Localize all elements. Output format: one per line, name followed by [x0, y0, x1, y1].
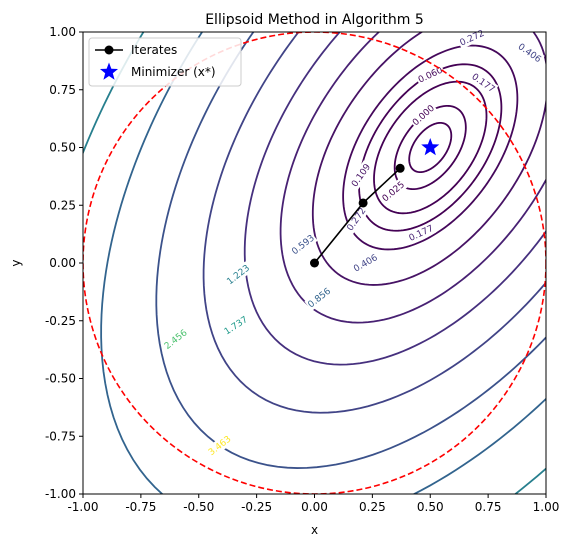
- legend-box: [88, 37, 242, 87]
- minimizer-star: [421, 138, 440, 156]
- contour-label-bg-12: [223, 261, 253, 288]
- contour-label-bg-9: [350, 250, 381, 276]
- y-tick-label-4: 0.00: [49, 256, 76, 270]
- contour-label-bg-2: [415, 63, 446, 87]
- contour-label-bg-13: [220, 312, 251, 339]
- contour-line-7: [243, 32, 546, 366]
- contour-line-9: [311, 32, 546, 286]
- contour-label-bg-14: [160, 325, 191, 353]
- legend-iterates-label: Iterates: [131, 43, 177, 57]
- contour-label-bg-7: [343, 204, 370, 235]
- legend-minimizer-marker: [99, 62, 119, 80]
- y-tick-label-7: 0.75: [49, 83, 76, 97]
- chart-title: Ellipsoid Method in Algorithm 5: [205, 12, 424, 28]
- x-tick-label-0: -1.00: [67, 500, 98, 514]
- contour-line-6: [202, 32, 546, 414]
- contour-label-bg-10: [288, 231, 318, 258]
- series-layer: [310, 138, 440, 268]
- contour-label-bg-0: [408, 101, 438, 129]
- x-tick-label-6: 0.50: [417, 500, 444, 514]
- x-axis-label: x: [311, 523, 318, 537]
- contour-line-5: [155, 32, 546, 469]
- contour-line-13: [393, 104, 467, 191]
- y-tick-label-8: 1.00: [49, 25, 76, 39]
- y-axis-label: y: [9, 259, 23, 266]
- legend-iterates-marker: [104, 45, 114, 55]
- contour-line-4: [100, 32, 546, 494]
- contour-line-14: [358, 63, 503, 232]
- y-tick-label-6: 0.50: [49, 141, 76, 155]
- y-tick-label-5: 0.25: [49, 198, 76, 212]
- x-tick-label-7: 0.75: [475, 500, 502, 514]
- legend: Iterates Minimizer (x*): [88, 37, 242, 87]
- contour-line-8: [279, 32, 546, 324]
- iterate-point-0: [310, 258, 319, 268]
- contour-line-12: [408, 121, 453, 174]
- x-tick-label-4: 0.00: [301, 500, 328, 514]
- contour-label-bg-3: [347, 160, 374, 191]
- y-tick-label-0: -1.00: [45, 487, 76, 501]
- x-tick-label-3: -0.25: [241, 500, 272, 514]
- x-tick-label-8: 1.00: [533, 500, 560, 514]
- contour-line-3: [83, 32, 546, 494]
- contour-label-bg-4: [468, 69, 499, 96]
- y-tick-label-2: -0.50: [45, 372, 76, 386]
- contour-line-10: [342, 44, 519, 251]
- iterate-point-1: [358, 198, 368, 208]
- contour-label-bg-8: [514, 39, 545, 66]
- contour-label-bg-5: [405, 221, 437, 245]
- contour-label-bg-11: [304, 284, 334, 311]
- x-tick-label-5: 0.25: [359, 500, 386, 514]
- contour-label-bg-1: [378, 177, 408, 205]
- x-tick-label-1: -0.75: [125, 500, 156, 514]
- legend-minimizer-label: Minimizer (x*): [131, 65, 216, 79]
- iterate-point-2: [395, 163, 405, 173]
- x-tick-label-2: -0.50: [183, 500, 214, 514]
- contour-label-bg-15: [204, 432, 235, 459]
- x-axis-ticks: -1.00 -0.75 -0.50 -0.25 0.00 0.25 0.50 0.75 1.00: [67, 494, 559, 514]
- y-axis-ticks: -1.00 -0.75 -0.50 -0.25 0.00 0.25 0.50 0.75 1.00: [45, 25, 83, 501]
- y-tick-label-1: -0.75: [45, 429, 76, 443]
- y-tick-label-3: -0.25: [45, 314, 76, 328]
- contour-line-11: [373, 80, 488, 215]
